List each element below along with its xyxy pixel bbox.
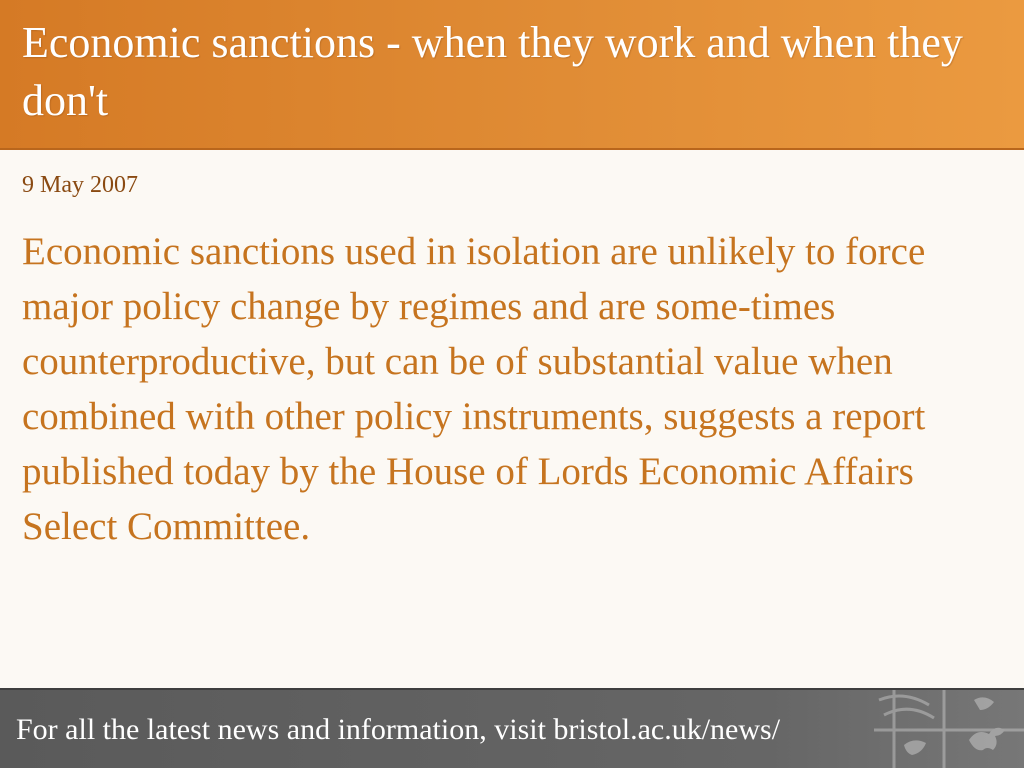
page-title: Economic sanctions - when they work and … [22,18,963,125]
article-body: Economic sanctions used in isolation are… [22,230,926,548]
footer-bar: For all the latest news and information,… [0,688,1024,768]
article-date: 9 May 2007 [22,172,138,198]
coat-of-arms-icon [874,690,1024,768]
header-banner: Economic sanctions - when they work and … [0,0,1024,150]
footer-link-text: For all the latest news and information,… [16,713,781,746]
